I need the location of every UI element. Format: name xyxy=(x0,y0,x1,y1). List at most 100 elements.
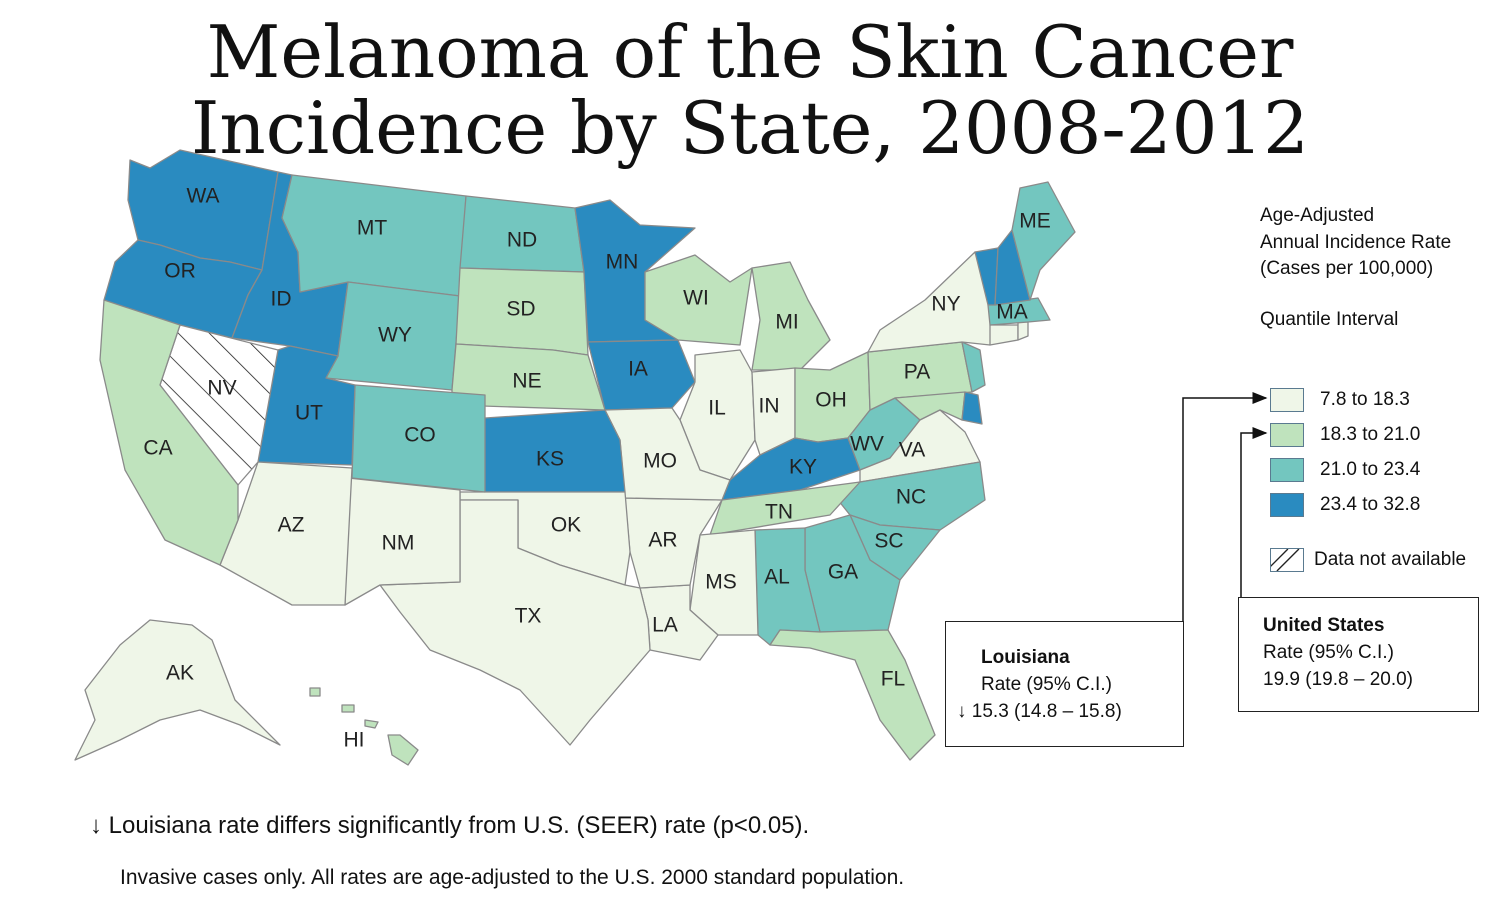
legend-item-3: 21.0 to 23.4 xyxy=(1270,456,1420,483)
legend-label-3: 21.0 to 23.4 xyxy=(1320,458,1421,480)
louisiana-box-value-row: ↓ 15.3 (14.8 – 15.8) xyxy=(957,698,1183,725)
state-DE xyxy=(961,391,983,425)
us-connector xyxy=(1240,427,1268,598)
legend-label-na: Data not available xyxy=(1314,548,1467,570)
state-label-WA: WA xyxy=(186,185,219,208)
legend-item-2: 18.3 to 21.0 xyxy=(1270,421,1420,448)
state-label-SC: SC xyxy=(874,530,903,553)
legend-swatch-4 xyxy=(1270,492,1304,517)
state-IA xyxy=(587,339,696,411)
legend-swatch-3 xyxy=(1270,457,1304,482)
state-MI xyxy=(751,261,831,371)
legend-swatch-2 xyxy=(1270,422,1304,447)
state-NJ xyxy=(961,341,986,393)
state-label-SD: SD xyxy=(506,298,535,321)
state-label-IL: IL xyxy=(708,397,726,420)
state-label-MS: MS xyxy=(705,571,737,594)
significance-footnote: ↓ Louisiana rate differs significantly f… xyxy=(90,812,809,840)
state-HI xyxy=(309,687,419,766)
state-AK xyxy=(74,619,281,761)
legend-title-line-3: (Cases per 100,000) xyxy=(1260,258,1434,279)
state-TX xyxy=(379,499,651,746)
state-label-FL: FL xyxy=(881,668,906,691)
state-label-AK: AK xyxy=(166,662,194,685)
title-line-1: Melanoma of the Skin Cancer xyxy=(206,10,1294,94)
invasive-footnote: Invasive cases only. All rates are age-a… xyxy=(120,866,905,889)
legend-title-line-2: Annual Incidence Rate xyxy=(1260,231,1452,253)
louisiana-box-name: Louisiana xyxy=(981,647,1070,668)
state-labels: WA OR ID MT ND MN WI MI NY ME MA SD WY NE IA IL IN OH PA NV… xyxy=(143,185,1050,752)
legend-item-1: 7.8 to 18.3 xyxy=(1270,386,1410,413)
state-label-NM: NM xyxy=(382,532,415,555)
state-label-WI: WI xyxy=(683,287,709,310)
state-label-MT: MT xyxy=(357,217,387,240)
state-FL xyxy=(769,629,936,761)
state-label-KY: KY xyxy=(789,456,817,479)
state-TN xyxy=(709,481,861,536)
title-line-2: Incidence by State, 2008-2012 xyxy=(190,86,1309,170)
us-box-name: United States xyxy=(1263,615,1385,636)
state-WY xyxy=(325,281,461,391)
legend-item-4: 23.4 to 32.8 xyxy=(1270,491,1420,518)
footnote-significance-text: Louisiana rate differs significantly fro… xyxy=(108,812,810,839)
louisiana-rate-box: Louisiana Rate (95% C.I.) ↓ 15.3 (14.8 –… xyxy=(945,621,1184,747)
state-label-HI: HI xyxy=(344,729,365,752)
legend-label-2: 18.3 to 21.0 xyxy=(1320,423,1421,445)
louisiana-box-value: 15.3 (14.8 – 15.8) xyxy=(971,701,1122,722)
state-MD xyxy=(894,391,966,421)
state-shapes xyxy=(74,149,1076,766)
state-WI xyxy=(644,254,753,346)
state-label-NY: NY xyxy=(931,293,960,316)
state-label-MN: MN xyxy=(606,251,639,274)
state-label-AZ: AZ xyxy=(278,514,305,537)
state-label-OR: OR xyxy=(164,260,196,283)
state-label-CA: CA xyxy=(143,437,172,460)
state-ME xyxy=(1011,181,1076,301)
state-label-CO: CO xyxy=(404,424,436,447)
state-label-NC: NC xyxy=(896,486,926,509)
legend-label-1: 7.8 to 18.3 xyxy=(1320,388,1410,410)
state-label-NE: NE xyxy=(512,370,541,393)
legend-label-4: 23.4 to 32.8 xyxy=(1320,493,1421,515)
state-label-NV: NV xyxy=(207,377,236,400)
state-MS xyxy=(689,529,759,636)
state-label-ID: ID xyxy=(271,288,292,311)
state-label-UT: UT xyxy=(295,402,323,425)
state-label-VA: VA xyxy=(899,439,925,462)
state-label-MO: MO xyxy=(643,450,677,473)
us-rate-box: United States Rate (95% C.I.) 19.9 (19.8… xyxy=(1238,597,1479,712)
state-label-WV: WV xyxy=(850,433,884,456)
legend-swatch-1 xyxy=(1270,387,1304,412)
state-label-MA: MA xyxy=(996,301,1028,324)
map-title: Melanoma of the Skin Cancer Incidence by… xyxy=(0,14,1500,166)
legend-swatch-na xyxy=(1270,547,1304,572)
state-label-TX: TX xyxy=(515,605,542,628)
state-label-OK: OK xyxy=(551,514,581,537)
us-state-map: WA OR ID MT ND MN WI MI NY ME MA SD WY NE IA IL IN OH PA NV… xyxy=(74,149,1076,766)
legend-interval-label: Quantile Interval xyxy=(1260,309,1399,330)
state-label-ND: ND xyxy=(507,229,537,252)
footnote-arrow-icon: ↓ xyxy=(90,812,102,839)
state-label-AL: AL xyxy=(764,566,790,589)
state-label-KS: KS xyxy=(536,448,564,471)
us-box-value: 19.9 (19.8 – 20.0) xyxy=(1263,669,1413,690)
state-label-PA: PA xyxy=(904,361,930,384)
louisiana-box-rate-label: Rate (95% C.I.) xyxy=(981,674,1112,695)
state-CA xyxy=(99,299,239,566)
state-label-WY: WY xyxy=(378,324,412,347)
us-box-rate-label: Rate (95% C.I.) xyxy=(1263,642,1394,663)
state-label-AR: AR xyxy=(648,529,677,552)
louisiana-connector xyxy=(1182,392,1268,622)
state-label-TN: TN xyxy=(765,501,793,524)
state-label-IN: IN xyxy=(759,395,780,418)
legend-title-line-1: Age-Adjusted xyxy=(1260,205,1375,226)
state-label-IA: IA xyxy=(628,358,648,381)
state-label-OH: OH xyxy=(815,389,847,412)
significance-arrow-icon: ↓ xyxy=(957,701,967,722)
state-label-GA: GA xyxy=(828,561,858,584)
legend-item-na: Data not available xyxy=(1270,546,1466,573)
state-label-MI: MI xyxy=(775,311,798,334)
state-label-ME: ME xyxy=(1019,210,1051,233)
legend-title: Age-Adjusted Annual Incidence Rate (Case… xyxy=(1260,203,1451,283)
